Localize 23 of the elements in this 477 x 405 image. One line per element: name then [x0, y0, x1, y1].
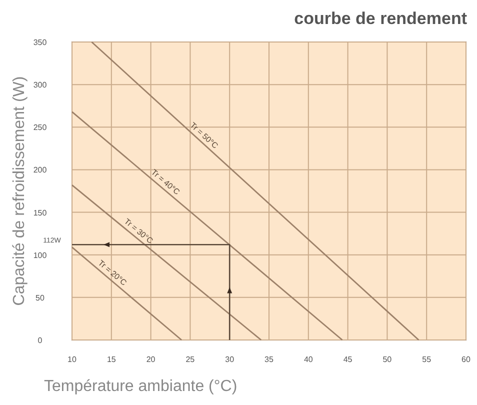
- x-tick-label: 15: [106, 355, 116, 364]
- x-axis-title: Température ambiante (°C): [44, 378, 238, 395]
- y-tick-label: 100: [33, 250, 48, 260]
- x-tick-label: 50: [382, 355, 392, 364]
- x-tick-label: 55: [422, 355, 432, 364]
- x-tick-label: 40: [304, 355, 314, 364]
- y-tick-label: 350: [33, 38, 48, 47]
- y-tick-label: 150: [33, 208, 48, 218]
- y-tick-label: 0: [38, 336, 43, 345]
- y-tick-label: 300: [33, 80, 48, 90]
- x-tick-label: 30: [225, 355, 235, 364]
- y-axis-title: Capacité de refroidissement (W): [11, 76, 28, 306]
- x-tick-label: 20: [146, 355, 156, 364]
- x-tick-label: 25: [186, 355, 196, 364]
- x-tick-label: 10: [68, 355, 77, 364]
- text: Tr = 40°C: [149, 168, 182, 197]
- x-tick-label: 45: [343, 355, 353, 364]
- y-tick-label: 200: [33, 166, 48, 175]
- chart-title: courbe de rendement: [294, 9, 468, 28]
- y-tick-label: 250: [33, 123, 48, 132]
- y-tick-label: 50: [36, 293, 45, 302]
- x-tick-label: 60: [462, 355, 471, 364]
- x-tick-label: 35: [264, 355, 274, 364]
